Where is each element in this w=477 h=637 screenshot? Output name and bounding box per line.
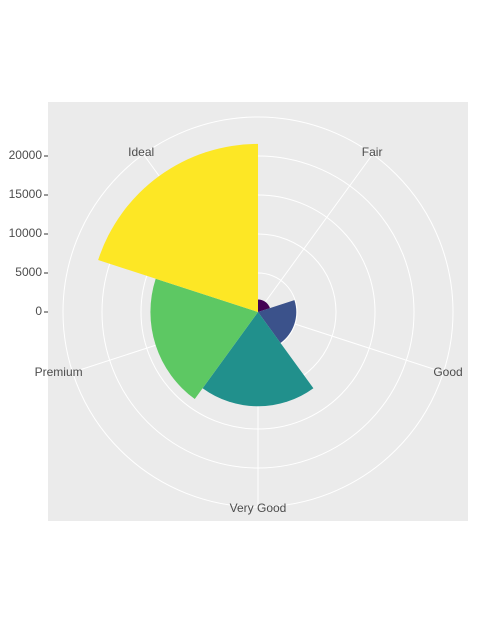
y-tick-label: 15000 (9, 187, 43, 201)
y-tick-label: 20000 (9, 148, 43, 162)
category-label: Ideal (128, 145, 154, 159)
wedge (202, 312, 314, 407)
category-label: Premium (35, 365, 83, 379)
wedge (258, 300, 297, 343)
category-label: Fair (362, 145, 383, 159)
y-tick-label: 10000 (9, 226, 43, 240)
category-label: Good (433, 365, 462, 379)
y-tick-label: 5000 (15, 265, 42, 279)
wedge (150, 278, 258, 400)
category-label: Very Good (230, 501, 287, 515)
wedge (258, 299, 270, 312)
spoke (257, 153, 374, 313)
y-tick-label: 0 (35, 304, 42, 318)
wedge (98, 143, 259, 312)
